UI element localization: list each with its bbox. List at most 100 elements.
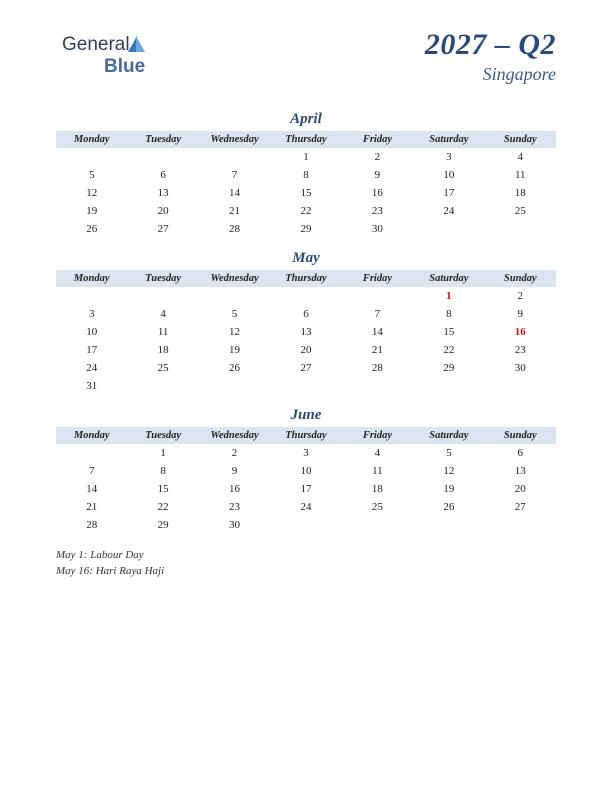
calendar-row: 12131415161718 bbox=[56, 184, 556, 202]
calendar-cell bbox=[342, 377, 413, 395]
day-header: Friday bbox=[342, 270, 413, 287]
calendar-container: AprilMondayTuesdayWednesdayThursdayFrida… bbox=[56, 111, 556, 534]
calendar-cell: 29 bbox=[270, 220, 341, 238]
calendar-row: 10111213141516 bbox=[56, 323, 556, 341]
calendar-cell bbox=[270, 287, 341, 305]
calendar-row: 78910111213 bbox=[56, 462, 556, 480]
calendar-cell bbox=[485, 516, 556, 534]
calendar-cell: 27 bbox=[127, 220, 198, 238]
calendar-cell: 6 bbox=[270, 305, 341, 323]
calendar-cell: 26 bbox=[413, 498, 484, 516]
calendar-cell: 18 bbox=[127, 341, 198, 359]
calendar-cell bbox=[56, 148, 127, 166]
calendar-cell: 8 bbox=[413, 305, 484, 323]
day-header: Sunday bbox=[485, 270, 556, 287]
calendar-cell: 27 bbox=[485, 498, 556, 516]
calendar-cell: 21 bbox=[342, 341, 413, 359]
calendar-cell: 23 bbox=[342, 202, 413, 220]
month-block: AprilMondayTuesdayWednesdayThursdayFrida… bbox=[56, 111, 556, 238]
calendar-cell: 10 bbox=[413, 166, 484, 184]
calendar-cell: 13 bbox=[485, 462, 556, 480]
calendar-row: 3456789 bbox=[56, 305, 556, 323]
calendar-cell: 28 bbox=[56, 516, 127, 534]
calendar-cell: 20 bbox=[127, 202, 198, 220]
calendar-cell: 17 bbox=[56, 341, 127, 359]
calendar-cell: 9 bbox=[199, 462, 270, 480]
calendar-cell: 3 bbox=[56, 305, 127, 323]
calendar-cell: 31 bbox=[56, 377, 127, 395]
calendar-cell: 23 bbox=[485, 341, 556, 359]
calendar-cell: 4 bbox=[485, 148, 556, 166]
day-header: Saturday bbox=[413, 427, 484, 444]
calendar-cell bbox=[413, 516, 484, 534]
calendar-cell bbox=[342, 516, 413, 534]
calendar-row: 21222324252627 bbox=[56, 498, 556, 516]
day-header: Wednesday bbox=[199, 131, 270, 148]
calendar-cell: 8 bbox=[127, 462, 198, 480]
day-header: Wednesday bbox=[199, 270, 270, 287]
calendar-cell: 20 bbox=[270, 341, 341, 359]
calendar-row: 1234 bbox=[56, 148, 556, 166]
logo-text-1: General bbox=[62, 34, 130, 55]
calendar-cell bbox=[413, 377, 484, 395]
calendar-cell: 28 bbox=[342, 359, 413, 377]
day-header: Monday bbox=[56, 427, 127, 444]
calendar-row: 567891011 bbox=[56, 166, 556, 184]
calendar-cell: 11 bbox=[342, 462, 413, 480]
calendar-cell: 9 bbox=[485, 305, 556, 323]
calendar-cell: 1 bbox=[127, 444, 198, 462]
calendar-cell: 5 bbox=[413, 444, 484, 462]
calendar-cell bbox=[127, 287, 198, 305]
calendar-cell: 29 bbox=[413, 359, 484, 377]
calendar-cell bbox=[199, 148, 270, 166]
calendar-row: 24252627282930 bbox=[56, 359, 556, 377]
day-header: Thursday bbox=[270, 270, 341, 287]
calendar-cell: 12 bbox=[413, 462, 484, 480]
day-header: Tuesday bbox=[127, 131, 198, 148]
calendar-cell bbox=[270, 516, 341, 534]
calendar-cell bbox=[199, 287, 270, 305]
calendar-cell: 26 bbox=[199, 359, 270, 377]
calendar-cell: 13 bbox=[127, 184, 198, 202]
calendar-cell: 6 bbox=[127, 166, 198, 184]
calendar-cell: 15 bbox=[413, 323, 484, 341]
holiday-note-line: May 16: Hari Raya Haji bbox=[56, 564, 556, 580]
day-header: Monday bbox=[56, 131, 127, 148]
calendar-row: 282930 bbox=[56, 516, 556, 534]
calendar-cell: 28 bbox=[199, 220, 270, 238]
calendar-cell: 19 bbox=[56, 202, 127, 220]
calendar-cell: 4 bbox=[342, 444, 413, 462]
logo-triangle2-icon bbox=[136, 36, 145, 52]
calendar-cell: 22 bbox=[413, 341, 484, 359]
calendar-cell bbox=[127, 377, 198, 395]
calendar-cell: 7 bbox=[199, 166, 270, 184]
calendar-cell: 17 bbox=[270, 480, 341, 498]
logo: General Blue bbox=[62, 34, 145, 78]
calendar-cell: 3 bbox=[413, 148, 484, 166]
calendar-cell: 11 bbox=[127, 323, 198, 341]
month-block: JuneMondayTuesdayWednesdayThursdayFriday… bbox=[56, 407, 556, 534]
calendar-cell: 27 bbox=[270, 359, 341, 377]
calendar-cell: 3 bbox=[270, 444, 341, 462]
calendar-cell: 25 bbox=[127, 359, 198, 377]
day-header: Monday bbox=[56, 270, 127, 287]
calendar-table: MondayTuesdayWednesdayThursdayFridaySatu… bbox=[56, 270, 556, 395]
month-name: April bbox=[56, 111, 556, 128]
calendar-cell bbox=[342, 287, 413, 305]
calendar-row: 31 bbox=[56, 377, 556, 395]
logo-text-2: Blue bbox=[104, 56, 145, 77]
calendar-cell: 15 bbox=[270, 184, 341, 202]
calendar-cell: 24 bbox=[270, 498, 341, 516]
calendar-cell: 18 bbox=[485, 184, 556, 202]
calendar-cell: 2 bbox=[199, 444, 270, 462]
calendar-cell: 21 bbox=[199, 202, 270, 220]
calendar-row: 2627282930 bbox=[56, 220, 556, 238]
calendar-cell: 26 bbox=[56, 220, 127, 238]
day-header: Tuesday bbox=[127, 270, 198, 287]
calendar-cell: 16 bbox=[199, 480, 270, 498]
calendar-cell bbox=[270, 377, 341, 395]
calendar-cell: 22 bbox=[127, 498, 198, 516]
day-header: Thursday bbox=[270, 427, 341, 444]
day-header: Tuesday bbox=[127, 427, 198, 444]
calendar-cell: 12 bbox=[56, 184, 127, 202]
